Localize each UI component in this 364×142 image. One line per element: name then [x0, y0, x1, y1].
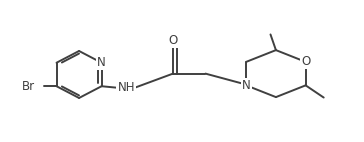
- Text: N: N: [242, 79, 250, 92]
- Text: Br: Br: [22, 80, 35, 93]
- Text: O: O: [301, 55, 310, 68]
- Text: O: O: [168, 34, 178, 47]
- Text: N: N: [97, 56, 106, 69]
- Text: NH: NH: [117, 82, 135, 94]
